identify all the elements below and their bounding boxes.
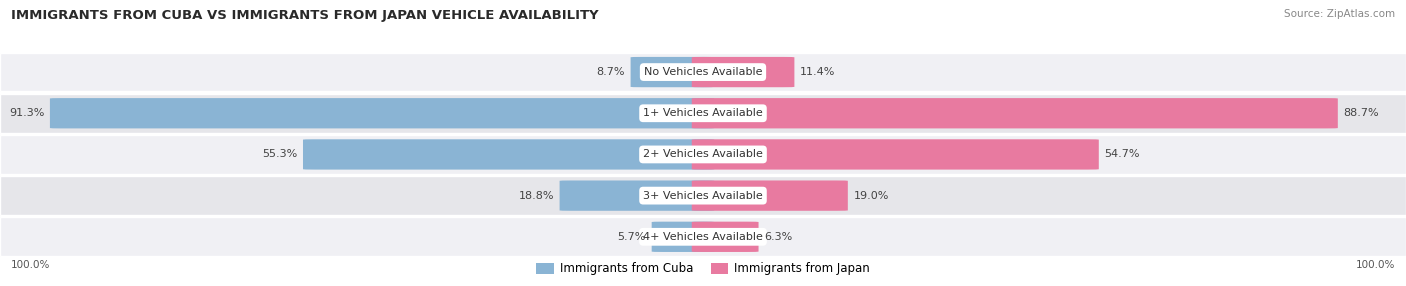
FancyBboxPatch shape [560, 180, 714, 211]
Text: 18.8%: 18.8% [519, 191, 554, 200]
Text: 88.7%: 88.7% [1344, 108, 1379, 118]
Text: 8.7%: 8.7% [596, 67, 624, 77]
Text: 100.0%: 100.0% [1355, 260, 1395, 270]
Text: IMMIGRANTS FROM CUBA VS IMMIGRANTS FROM JAPAN VEHICLE AVAILABILITY: IMMIGRANTS FROM CUBA VS IMMIGRANTS FROM … [11, 9, 599, 21]
Text: Source: ZipAtlas.com: Source: ZipAtlas.com [1284, 9, 1395, 19]
FancyBboxPatch shape [692, 139, 1099, 170]
FancyBboxPatch shape [630, 57, 714, 87]
FancyBboxPatch shape [692, 180, 848, 211]
Text: 91.3%: 91.3% [8, 108, 45, 118]
Text: 19.0%: 19.0% [853, 191, 889, 200]
FancyBboxPatch shape [51, 98, 714, 128]
Text: 11.4%: 11.4% [800, 67, 835, 77]
Text: 100.0%: 100.0% [11, 260, 51, 270]
Text: 2+ Vehicles Available: 2+ Vehicles Available [643, 150, 763, 159]
FancyBboxPatch shape [0, 135, 1406, 174]
FancyBboxPatch shape [692, 222, 759, 252]
Text: No Vehicles Available: No Vehicles Available [644, 67, 762, 77]
FancyBboxPatch shape [0, 176, 1406, 215]
Text: 5.7%: 5.7% [617, 232, 645, 242]
Text: 54.7%: 54.7% [1105, 150, 1140, 159]
FancyBboxPatch shape [304, 139, 714, 170]
Text: 6.3%: 6.3% [765, 232, 793, 242]
Text: 3+ Vehicles Available: 3+ Vehicles Available [643, 191, 763, 200]
FancyBboxPatch shape [0, 217, 1406, 256]
FancyBboxPatch shape [651, 222, 714, 252]
Text: 55.3%: 55.3% [262, 150, 298, 159]
FancyBboxPatch shape [692, 98, 1339, 128]
FancyBboxPatch shape [692, 57, 794, 87]
Text: 4+ Vehicles Available: 4+ Vehicles Available [643, 232, 763, 242]
Text: 1+ Vehicles Available: 1+ Vehicles Available [643, 108, 763, 118]
FancyBboxPatch shape [0, 53, 1406, 92]
FancyBboxPatch shape [0, 94, 1406, 133]
Legend: Immigrants from Cuba, Immigrants from Japan: Immigrants from Cuba, Immigrants from Ja… [531, 258, 875, 280]
